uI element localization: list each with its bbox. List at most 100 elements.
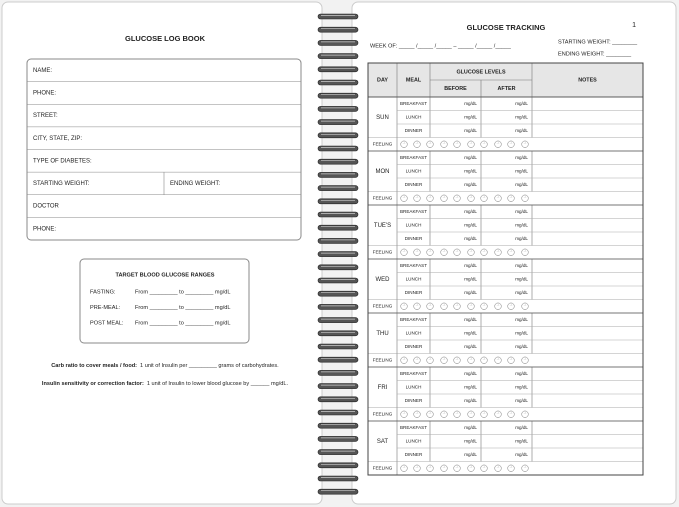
field-label: STREET: — [33, 113, 58, 119]
coil — [317, 53, 359, 59]
mood-face — [480, 464, 488, 472]
coil — [317, 26, 359, 33]
mood-eyes — [428, 142, 432, 145]
mood-face — [467, 248, 475, 256]
mood-face — [440, 356, 448, 364]
range-blanks: From _________ to _________ mg/dL — [135, 289, 230, 295]
mood-eyes — [415, 412, 419, 415]
unit: mg/dL — [464, 101, 477, 106]
mood-eyes — [415, 304, 419, 307]
mood-face — [480, 194, 488, 202]
day-label: THU — [376, 331, 388, 337]
unit: mg/dL — [515, 128, 528, 133]
mood-eyes — [496, 250, 500, 253]
mood-face — [440, 410, 448, 418]
feeling-row — [367, 245, 644, 260]
mood-face — [467, 302, 475, 310]
left-title: GLUCOSE LOG BOOK — [125, 34, 206, 43]
unit: mg/dL — [464, 128, 477, 133]
mood-face — [453, 140, 461, 148]
week-of: WEEK OF: _____ /_____ /_____ – _____ /__… — [370, 43, 512, 49]
coil — [317, 172, 359, 178]
range-blanks: From _________ to _________ mg/dL — [135, 305, 230, 311]
mood-face — [507, 140, 515, 148]
mood-face — [413, 464, 421, 472]
mood-eyes — [455, 250, 459, 253]
unit: mg/dL — [515, 384, 528, 389]
mood-face — [521, 302, 529, 310]
mood-eyes — [442, 358, 446, 361]
right-title: GLUCOSE TRACKING — [467, 23, 546, 32]
mood-face — [521, 356, 529, 364]
mood-eyes — [455, 142, 459, 145]
coil — [317, 13, 359, 20]
mood-eyes — [482, 250, 486, 253]
field-label: CITY, STATE, ZIP: — [33, 136, 82, 142]
meal-label: BREAKFAST — [400, 209, 427, 214]
mood-face — [400, 140, 408, 148]
target-box — [79, 258, 250, 344]
unit: mg/dL — [515, 168, 528, 173]
day-label: TUE'S — [374, 223, 391, 229]
mood-eyes — [402, 412, 406, 415]
mood-face — [480, 248, 488, 256]
meal-label: BREAKFAST — [400, 155, 427, 160]
meal-label: LUNCH — [406, 114, 422, 119]
mood-eyes — [509, 466, 513, 469]
unit: mg/dL — [515, 344, 528, 349]
unit: mg/dL — [464, 114, 477, 119]
meal-label: BREAKFAST — [400, 101, 427, 106]
coil — [317, 409, 359, 416]
unit: mg/dL — [515, 263, 528, 268]
mood-face — [426, 248, 434, 256]
mood-face — [507, 248, 515, 256]
mood-eyes — [523, 304, 527, 307]
unit: mg/dL — [464, 452, 477, 457]
mood-face — [521, 140, 529, 148]
unit: mg/dL — [515, 398, 528, 403]
mood-face — [507, 410, 515, 418]
mood-eyes — [509, 142, 513, 145]
unit: mg/dL — [464, 263, 477, 268]
mood-eyes — [428, 250, 432, 253]
mood-eyes — [442, 466, 446, 469]
coil — [317, 449, 359, 455]
page-number: 1 — [632, 22, 636, 29]
header-cell: DAY — [377, 77, 388, 83]
meal-label: LUNCH — [406, 276, 422, 281]
unit: mg/dL — [464, 330, 477, 335]
mood-eyes — [523, 412, 527, 415]
unit: mg/dL — [464, 317, 477, 322]
mood-face — [400, 194, 408, 202]
unit: mg/dL — [464, 344, 477, 349]
coil — [317, 79, 359, 86]
mood-eyes — [509, 358, 513, 361]
mood-eyes — [442, 304, 446, 307]
header-cell: NOTES — [578, 77, 597, 83]
mood-face — [453, 194, 461, 202]
feeling-label: FEELING — [373, 411, 393, 416]
range-label: POST MEAL: — [90, 320, 124, 326]
unit: mg/dL — [464, 276, 477, 281]
mood-face — [480, 410, 488, 418]
mood-face — [440, 248, 448, 256]
day-label: MON — [376, 169, 390, 175]
spiral-binding — [317, 13, 359, 495]
mood-face — [400, 248, 408, 256]
mood-face — [467, 410, 475, 418]
unit: mg/dL — [464, 384, 477, 389]
mood-face — [426, 356, 434, 364]
unit: mg/dL — [515, 317, 528, 322]
mood-face — [453, 302, 461, 310]
mood-face — [413, 356, 421, 364]
coil — [317, 343, 359, 350]
mood-eyes — [415, 250, 419, 253]
feeling-row — [367, 137, 644, 152]
mood-eyes — [428, 466, 432, 469]
mood-eyes — [415, 358, 419, 361]
day-label: SAT — [377, 439, 389, 445]
meal-label: LUNCH — [406, 222, 422, 227]
unit: mg/dL — [515, 155, 528, 160]
coil — [317, 264, 359, 271]
